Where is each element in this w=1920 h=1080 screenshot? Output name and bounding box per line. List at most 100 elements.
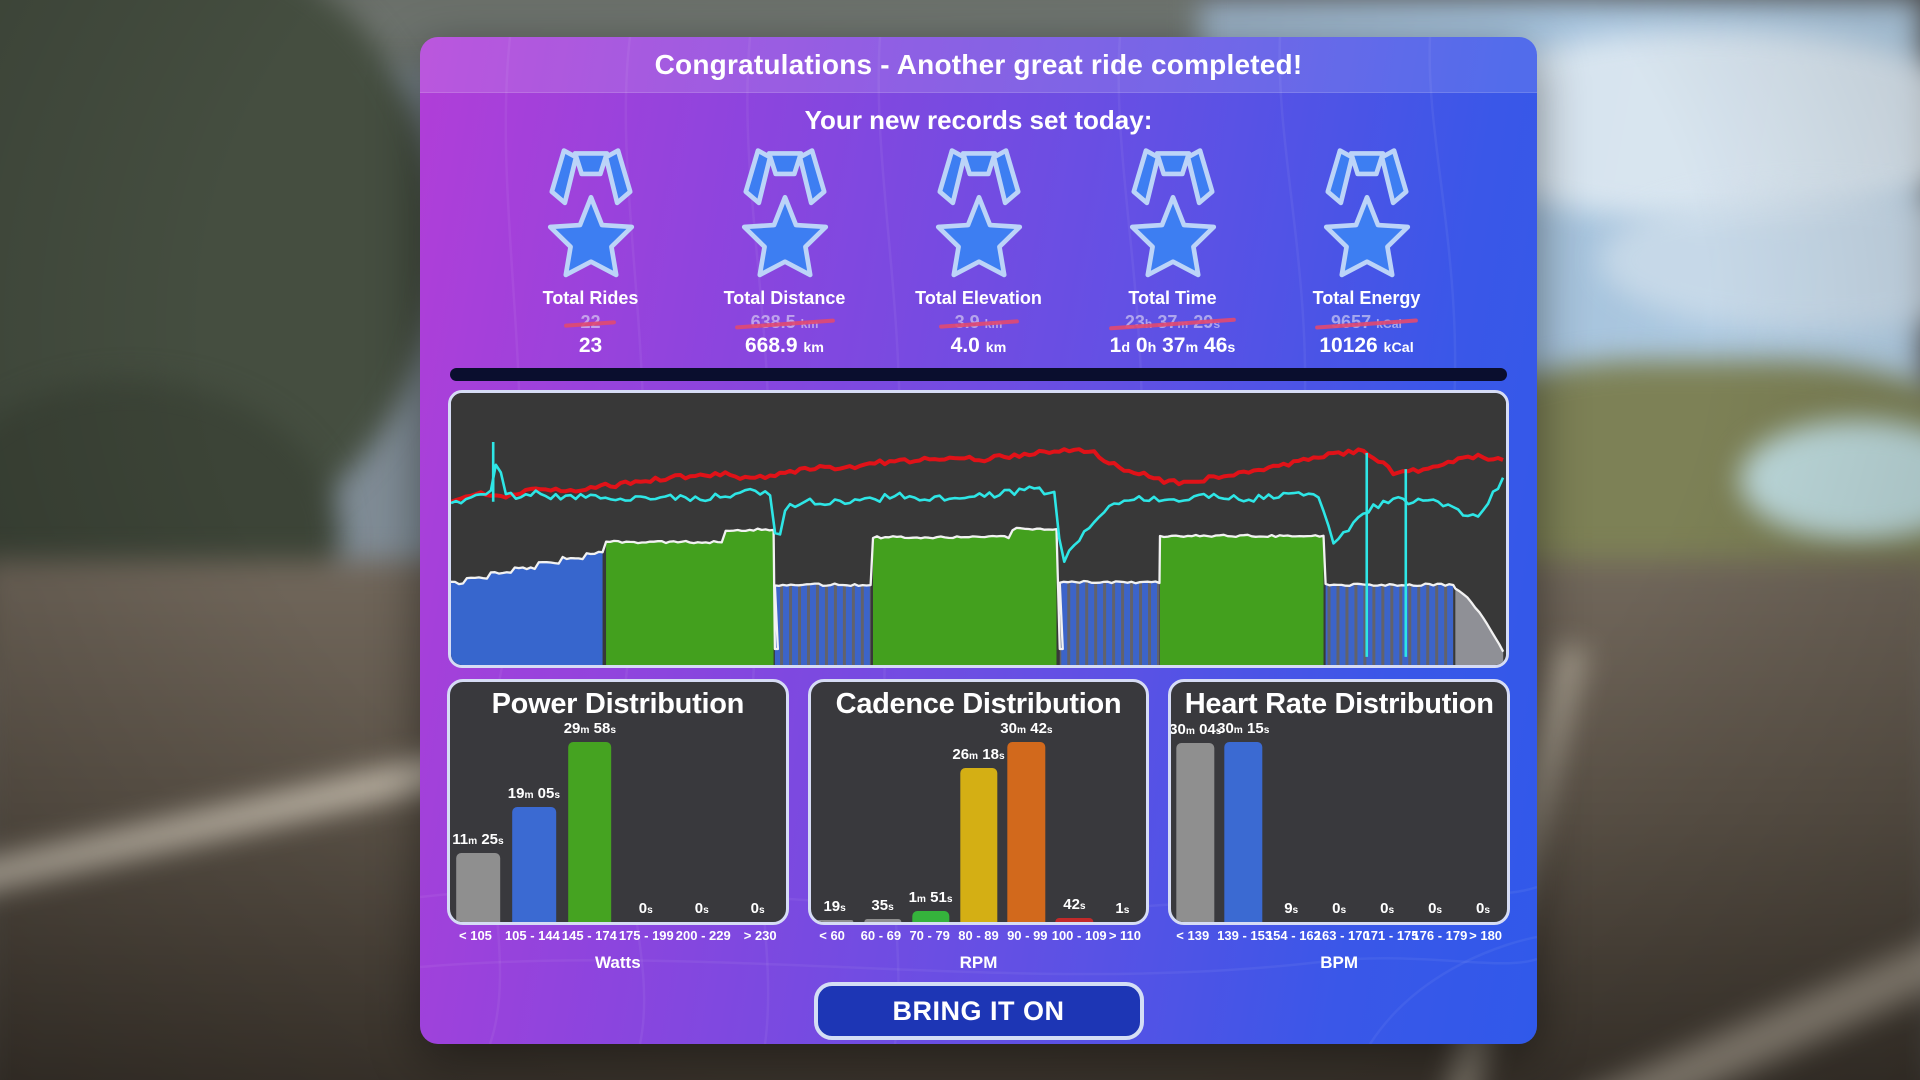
bar-slot: 42s	[1050, 682, 1098, 922]
bar-slot: 0s	[730, 682, 786, 922]
bar-value-label: 19s	[823, 898, 846, 915]
bar	[1007, 742, 1046, 922]
bring-it-on-button[interactable]: BRING IT ON	[813, 982, 1144, 1040]
bar-chart: 11m 25s 19m 05s 29m 58s 0s 0s 0s	[450, 682, 786, 922]
category-label: > 180	[1469, 928, 1503, 943]
category-label: 80 - 89	[958, 928, 999, 943]
cloud	[1600, 190, 1920, 330]
bar	[1055, 918, 1094, 922]
bar-value-label: 0s	[750, 900, 765, 917]
category-label: > 230	[743, 928, 777, 943]
medal-star-icon	[729, 144, 841, 286]
bar-value-label: 0s	[1380, 900, 1395, 917]
bar	[911, 911, 950, 922]
bar-value-label: 26m 18s	[952, 746, 1005, 763]
bar-value-label: 0s	[694, 900, 709, 917]
stat-old-value: 3.9 km	[949, 312, 1009, 333]
bar-slot: 19m 05s	[506, 682, 562, 922]
category-label: 145 - 174	[561, 928, 617, 943]
cadence-distribution-panel: Cadence Distribution 19s 35s 1m 51s 26m 18s…	[807, 679, 1150, 925]
ride-timeline-panel	[448, 390, 1509, 668]
bar-value-label: 30m 04s	[1169, 721, 1222, 738]
bar	[959, 768, 998, 922]
category-label: 154 - 162	[1265, 928, 1321, 943]
bar-slot: 9s	[1267, 682, 1315, 922]
category-axis: < 105 105 - 144 145 - 174 175 - 199 200 - 22…	[447, 928, 789, 948]
dialog-title-bar: Congratulations - Another great ride com…	[420, 37, 1537, 93]
records-heading: Your new records set today:	[804, 105, 1153, 135]
category-label: < 139	[1176, 928, 1210, 943]
pond	[1740, 420, 1920, 540]
record-total-time: Total Time 23h 37m 29s 1d 0h 37m 46s	[1076, 144, 1270, 358]
stat-new-value: 668.9 km	[744, 334, 824, 357]
records-row: Total Rides 22 23 Total Distance 638.5 k…	[420, 144, 1537, 358]
record-total-elevation: Total Elevation 3.9 km 4.0 km	[882, 144, 1076, 358]
axis-title: BPM	[1320, 953, 1359, 972]
stat-new-value: 10126 kCal	[1319, 334, 1414, 357]
stat-old-value: 638.5 km	[745, 312, 825, 333]
bar-slot: 26m 18s	[952, 682, 1005, 922]
bar-value-label: 1s	[1115, 900, 1130, 917]
bar-value-label: 0s	[638, 900, 653, 917]
category-label: 171 - 175	[1363, 928, 1419, 943]
bar-slot: 30m 42s	[1000, 682, 1053, 922]
bar-value-label: 0s	[1332, 900, 1347, 917]
distribution-row: Power Distribution 11m 25s 19m 05s 29m 58s…	[420, 679, 1537, 973]
bar-value-label: 42s	[1063, 896, 1086, 913]
bar-slot: 30m 04s	[1171, 682, 1221, 922]
category-label: 200 - 229	[675, 928, 731, 943]
stat-label: Total Distance	[723, 288, 846, 308]
stat-old-value: 23h 37m 29s	[1119, 312, 1226, 333]
bar-slot: 1s	[1098, 682, 1146, 922]
bar-value-label: 0s	[1428, 900, 1443, 917]
power-distribution-panel: Power Distribution 11m 25s 19m 05s 29m 58s…	[447, 679, 789, 925]
medal-star-icon	[923, 144, 1035, 286]
category-axis: < 60 60 - 69 70 - 79 80 - 89 90 - 99 100 - 10…	[808, 928, 1150, 948]
record-total-energy: Total Energy 9657 kCal 10126 kCal	[1270, 144, 1464, 358]
records-section: Your new records set today: Total Rides …	[420, 93, 1537, 358]
ride-timeline-chart	[451, 393, 1506, 665]
category-axis: < 139 139 - 153 154 - 162 163 - 170 171 - 17…	[1168, 928, 1510, 948]
bar-slot: 0s	[1315, 682, 1363, 922]
trees	[0, 0, 440, 560]
divider-bar	[450, 368, 1507, 381]
bar-slot: 0s	[618, 682, 674, 922]
bar-value-label: 9s	[1284, 900, 1299, 917]
bar-slot: 0s	[1363, 682, 1411, 922]
bar-value-label: 30m 42s	[1000, 720, 1053, 737]
bar-slot: 0s	[1459, 682, 1507, 922]
road-marking	[1571, 904, 1920, 1080]
bar	[1224, 742, 1262, 922]
power-distribution: Power Distribution 11m 25s 19m 05s 29m 58s…	[447, 679, 789, 973]
category-label: 105 - 144	[504, 928, 560, 943]
medal-star-icon	[1117, 144, 1229, 286]
bar-value-label: 1m 51s	[908, 889, 953, 906]
bar-value-label: 30m 15s	[1217, 720, 1270, 737]
stat-label: Total Energy	[1312, 288, 1421, 308]
category-label: 70 - 79	[909, 928, 950, 943]
bar-slot: 35s	[859, 682, 907, 922]
category-label: < 60	[819, 928, 845, 943]
stat-label: Total Elevation	[915, 288, 1042, 308]
bar-slot: 0s	[1411, 682, 1459, 922]
ride-complete-dialog: Congratulations - Another great ride com…	[420, 37, 1537, 1044]
stat-new-value: 23	[578, 334, 603, 357]
bar	[1176, 743, 1215, 922]
chart-title: Power Distribution	[491, 688, 745, 720]
bar-slot: 19s	[811, 682, 859, 922]
stat-new-value: 1d 0h 37m 46s	[1109, 334, 1236, 357]
bar-value-label: 35s	[871, 897, 894, 914]
medal-star-icon	[1311, 144, 1423, 286]
bar	[512, 807, 556, 922]
bar	[456, 853, 500, 922]
stat-old-value: 9657 kCal	[1325, 312, 1408, 333]
bar-slot: 0s	[674, 682, 730, 922]
stat-label: Total Rides	[542, 288, 639, 308]
category-label: 163 - 170	[1314, 928, 1370, 943]
heart-rate-distribution-panel: Heart Rate Distribution 30m 04s 30m 15s 9s…	[1168, 679, 1511, 925]
bar-slot: 1m 51s	[907, 682, 955, 922]
medal-star-icon	[535, 144, 647, 286]
axis-title: Watts	[595, 953, 641, 972]
bar-value-label: 11m 25s	[452, 831, 504, 848]
bar-slot: 11m 25s	[450, 682, 506, 922]
